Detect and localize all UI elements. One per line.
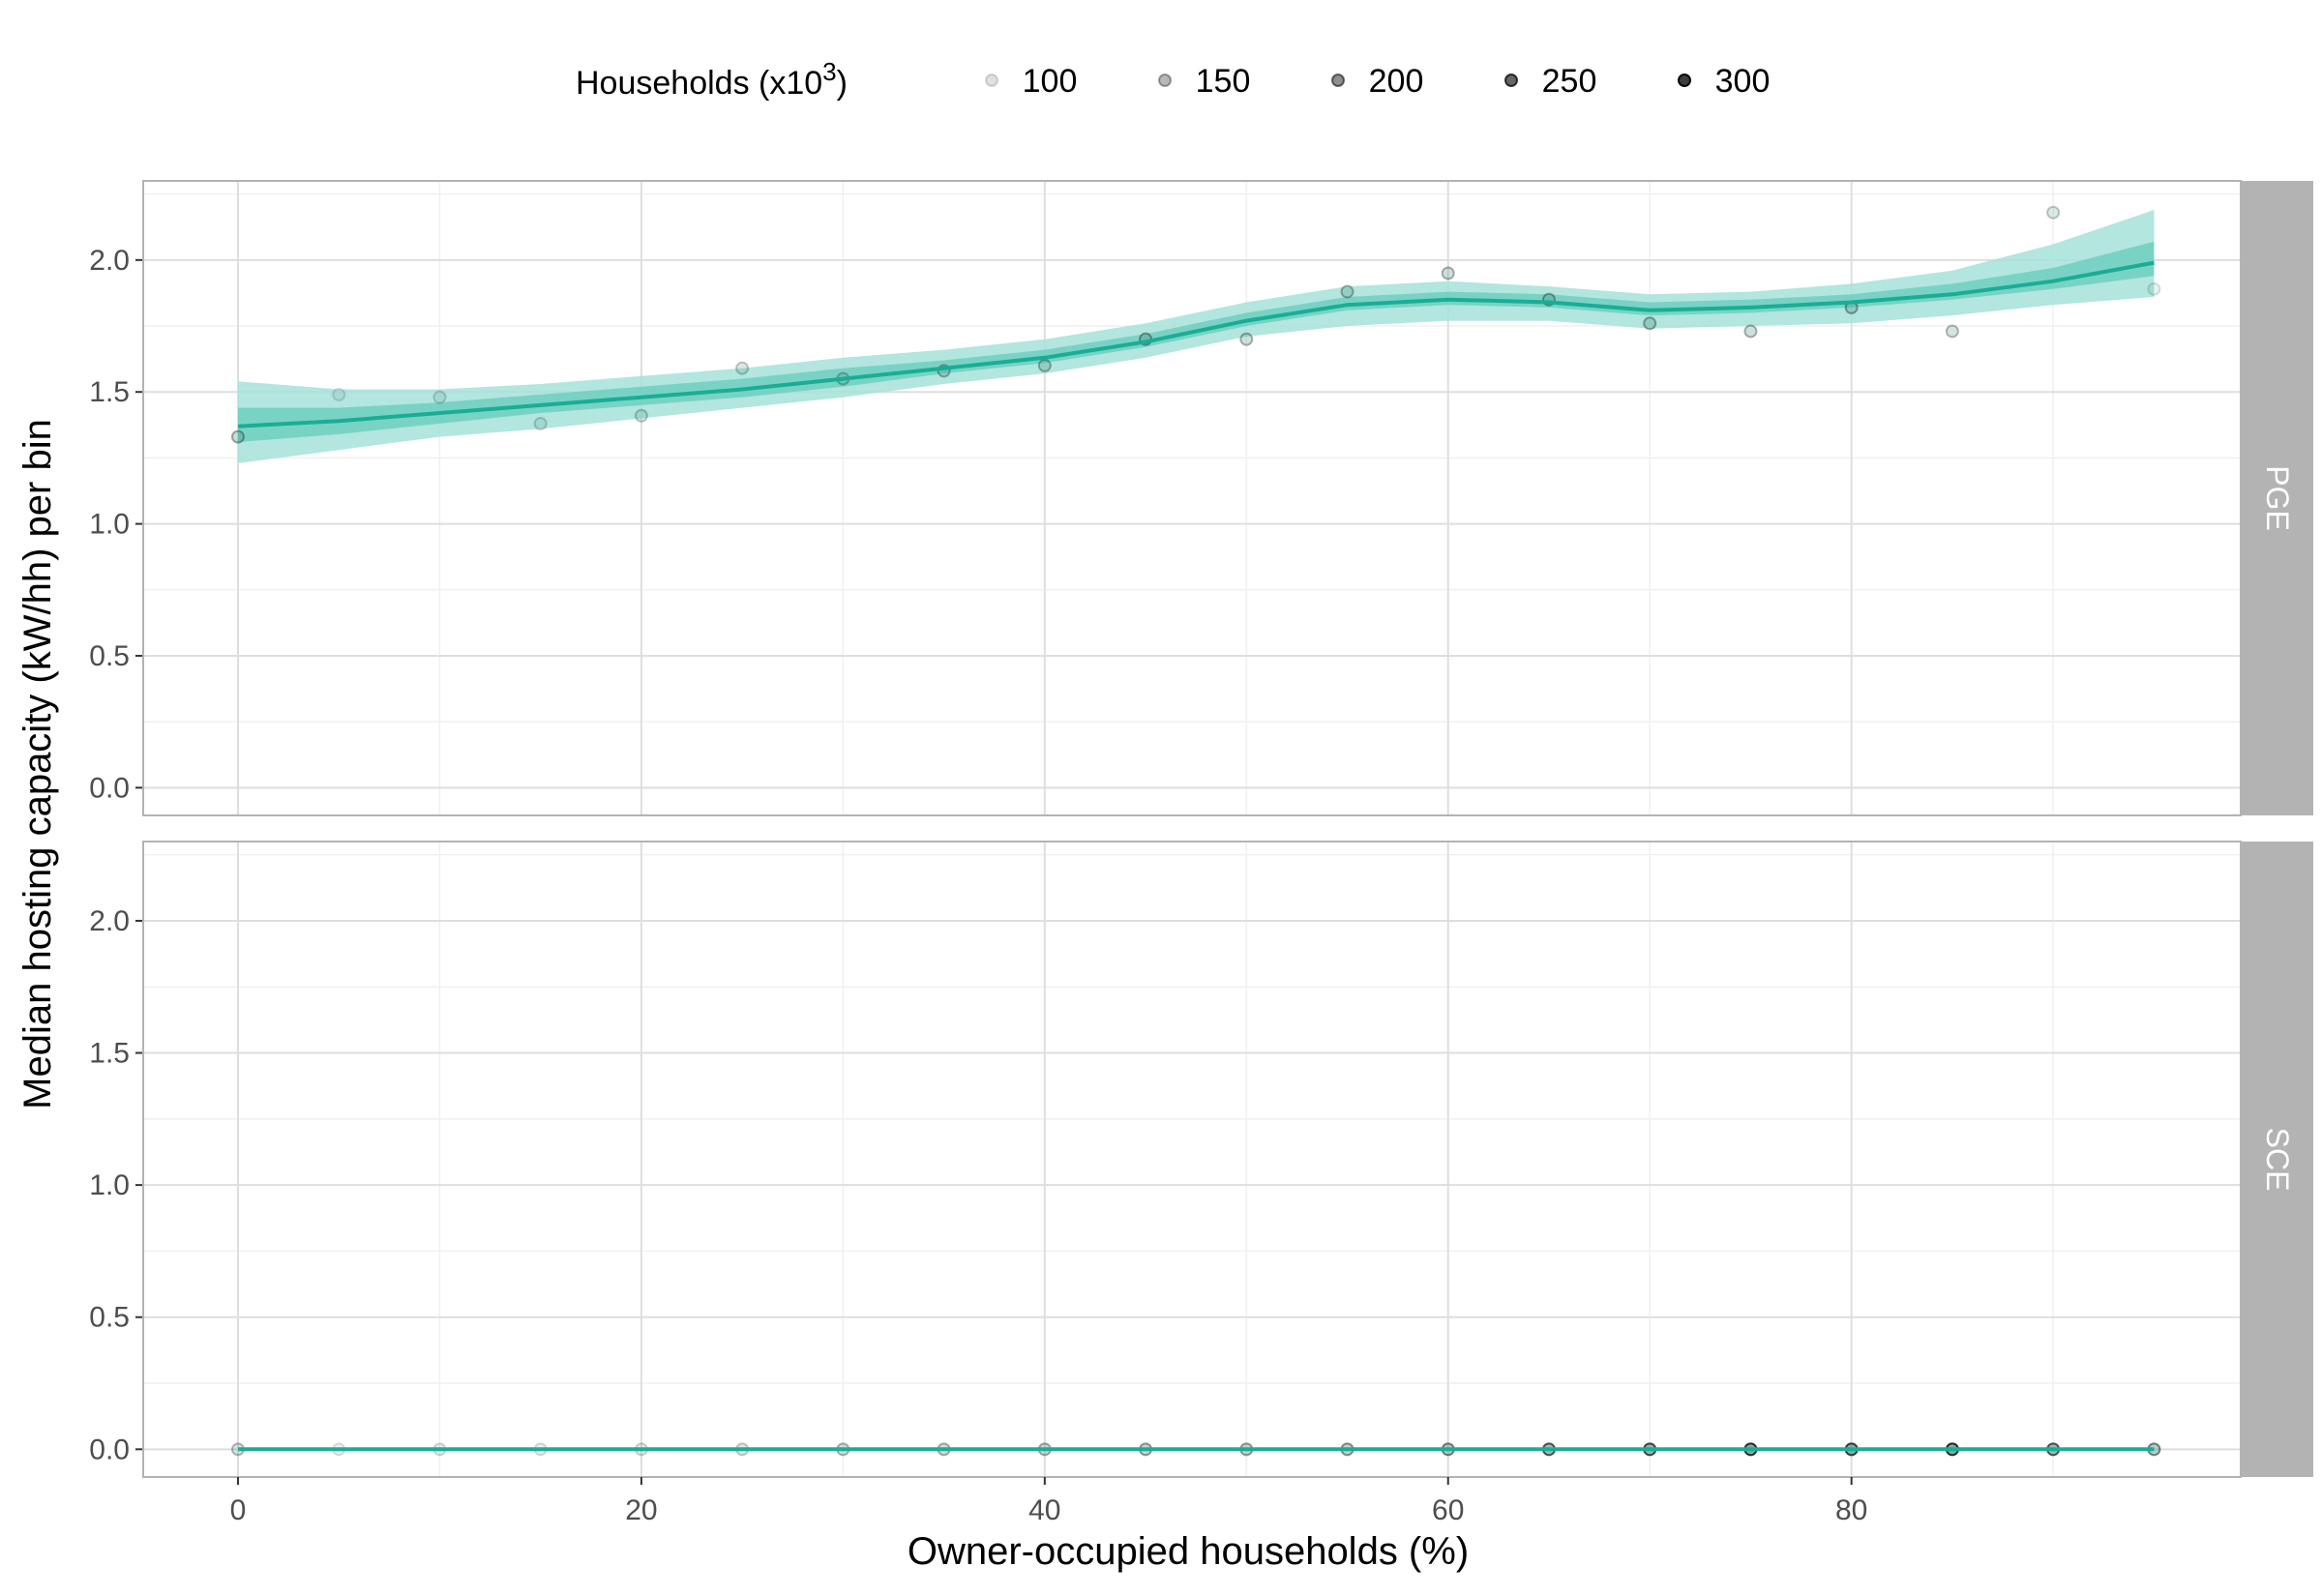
data-point [432,390,447,404]
legend-key [1504,74,1518,87]
x-tick-label: 60 [1432,1494,1464,1526]
data-point [1743,324,1758,339]
legend-key [1331,74,1345,87]
y-tick-label: 1.0 [89,1169,130,1201]
y-axis-label: Median hosting capacity (kW/hh) per bin [16,419,59,1109]
x-axis: 0 20 40 60 80 [230,1477,1867,1526]
data-point [1441,266,1455,281]
confidence-band-outer [238,210,2155,463]
x-tick-label: 20 [625,1494,657,1526]
fit-line [237,260,2155,429]
data-point [1239,332,1254,346]
data-point [735,361,750,375]
panel-border [142,841,2242,1478]
data-point [1643,316,1657,331]
data-point [1945,324,1959,339]
facet-strip-label: SCE [2260,1128,2295,1192]
data-point [1037,358,1052,372]
x-axis-label: Owner-occupied households (%) [908,1530,1469,1573]
panels: 0.0 0.5 1.0 1.5 2.0 PGE 0.0 0.5 1.0 1.5 2.0 SCE [89,180,2313,1478]
legend-key [1158,74,1172,87]
facet-strip-label: PGE [2260,465,2295,531]
legend-key [1678,74,1691,87]
data-point [230,429,245,444]
panel-background [143,842,2241,1477]
y-tick-label: 2.0 [89,245,130,277]
x-tick-label: 0 [230,1494,247,1526]
y-tick-label: 1.5 [89,1038,130,1070]
y-tick-label: 0.5 [89,640,130,672]
panel-sce: 0.0 0.5 1.0 1.5 2.0 SCE [89,841,2313,1478]
panel-border [142,180,2242,816]
y-tick-label: 2.0 [89,905,130,937]
data-point [1340,284,1354,299]
data-point [332,387,346,401]
facet-strip [2242,181,2313,815]
legend-key [985,74,998,87]
facet-strip [2242,842,2313,1477]
x-tick-label: 40 [1028,1494,1060,1526]
y-tick-label: 0.5 [89,1302,130,1334]
y-tick-label: 0.0 [89,1433,130,1465]
panel-pge: 0.0 0.5 1.0 1.5 2.0 PGE [89,180,2313,816]
data-point [634,408,648,423]
legend-label: 300 [1715,63,1771,100]
data-point [2147,281,2161,296]
legend-label: 100 [1023,63,1078,100]
legend: Households (x103) 100 150 200 250 300 [576,57,1770,102]
y-tick-label: 1.0 [89,509,130,541]
legend-title: Households (x103) [576,57,848,102]
legend-label: 200 [1369,63,1424,100]
data-point [2046,205,2061,220]
x-tick-label: 80 [1835,1494,1867,1526]
legend-label: 250 [1542,63,1597,100]
y-tick-label: 1.5 [89,376,130,408]
legend-label: 150 [1196,63,1251,100]
y-tick-label: 0.0 [89,772,130,804]
data-point [533,416,548,430]
